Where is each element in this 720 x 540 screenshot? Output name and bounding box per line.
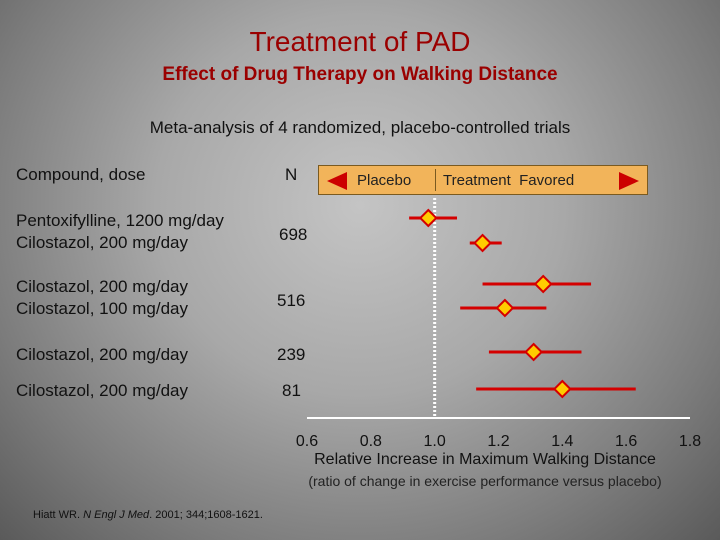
left-arrow-icon (327, 172, 347, 190)
estimate-marker (473, 233, 492, 253)
estimate-marker (552, 379, 572, 399)
citation-authors: Hiatt WR. (33, 509, 84, 521)
x-tick-label: 1.2 (487, 433, 509, 450)
n-column-header: N (285, 165, 298, 184)
x-axis-sublabel: (ratio of change in exercise performance… (308, 473, 662, 489)
x-tick-label: 1.0 (424, 433, 446, 450)
estimate-marker (495, 298, 515, 318)
x-tick-label: 0.6 (296, 433, 318, 450)
estimate-marker (524, 342, 544, 362)
group-n-1: 698 (279, 225, 308, 244)
meta-analysis-note: Meta-analysis of 4 randomized, placebo-c… (149, 118, 571, 137)
x-tick-label: 1.6 (615, 433, 637, 450)
citation-rest: . 2001; 344;1608-1621. (149, 509, 263, 521)
group-n-2: 516 (277, 291, 306, 310)
favored-legend: Placebo Treatment Favored (318, 165, 648, 195)
group-label-1: Pentoxifylline, 1200 mg/day Cilostazol, … (16, 211, 224, 252)
estimate-marker (418, 208, 438, 228)
group-label-2: Cilostazol, 200 mg/day Cilostazol, 100 m… (16, 277, 188, 318)
slide-title: Treatment of PAD (249, 26, 471, 57)
group-n-4: 81 (282, 381, 301, 400)
x-axis-label: Relative Increase in Maximum Walking Dis… (314, 451, 656, 468)
citation: Hiatt WR. N Engl J Med. 2001; 344;1608-1… (33, 509, 263, 521)
right-arrow-icon (619, 172, 639, 190)
group-label-4: Cilostazol, 200 mg/day (16, 381, 188, 400)
group-label-3: Cilostazol, 200 mg/day (16, 345, 188, 364)
x-tick-label: 1.8 (679, 433, 701, 450)
legend-placebo-label: Placebo (357, 172, 412, 189)
legend-treatment-label: Treatment Favored (443, 172, 575, 189)
x-tick-label: 0.8 (360, 433, 382, 450)
compound-column-header: Compound, dose (16, 165, 146, 184)
legend-divider (435, 169, 436, 191)
citation-journal: N Engl J Med (83, 509, 150, 521)
x-tick-label: 1.4 (551, 433, 573, 450)
group-n-3: 239 (277, 345, 306, 364)
estimate-marker (533, 274, 553, 294)
slide-subtitle: Effect of Drug Therapy on Walking Distan… (162, 64, 558, 85)
